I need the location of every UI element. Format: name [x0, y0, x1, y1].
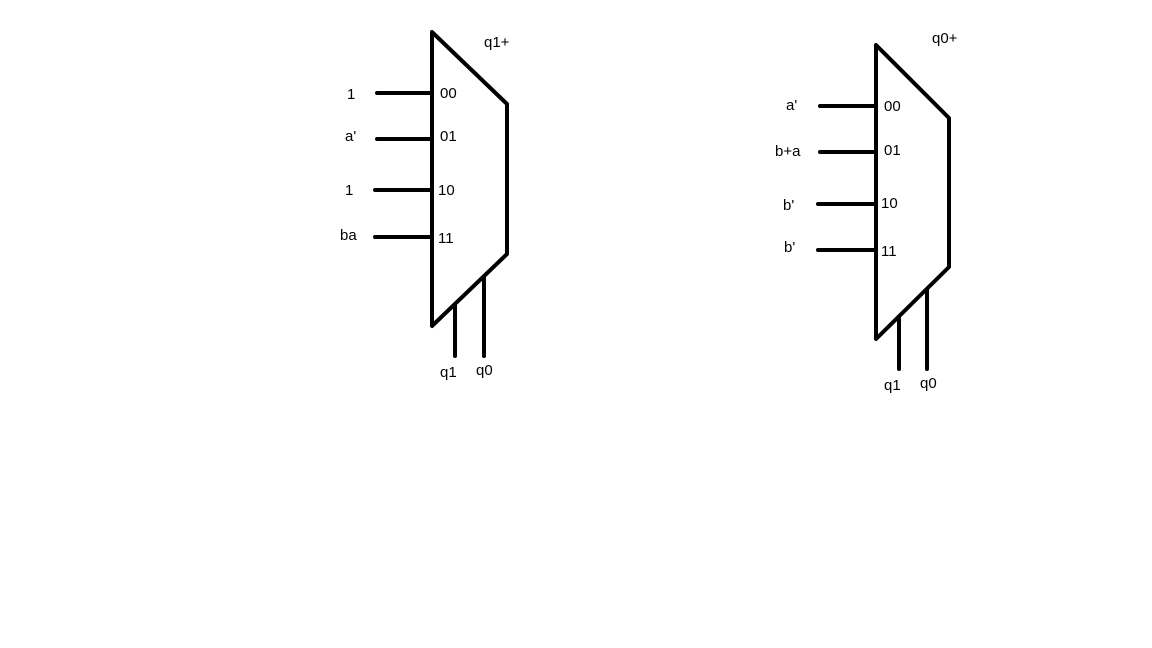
mux-q0-plus-select-label-q0: q0 [920, 375, 937, 392]
mux-q0-plus-input-signal-01: b+a [775, 143, 801, 160]
mux-q1-plus: q1+ 1 a' 1 ba 00 01 10 11 q1 q0 [340, 30, 510, 381]
mux-q1-plus-select-code-10: 10 [438, 182, 455, 199]
mux-q0-plus-select-label-q1: q1 [884, 377, 901, 394]
mux-q1-plus-select-label-q1: q1 [440, 364, 457, 381]
mux-q1-plus-input-signal-00: 1 [347, 86, 355, 103]
mux-q0-plus-select-code-10: 10 [881, 195, 898, 212]
mux-q1-plus-input-signal-11: ba [340, 227, 357, 244]
mux-q1-plus-select-code-01: 01 [440, 128, 457, 145]
mux-q0-plus-select-code-01: 01 [884, 142, 901, 159]
mux-q0-plus-output-label: q0+ [932, 30, 958, 47]
mux-q0-plus-select-code-00: 00 [884, 98, 901, 115]
mux-q1-plus-input-signal-01: a' [345, 128, 356, 145]
mux-q1-plus-select-code-11: 11 [438, 230, 454, 247]
mux-q1-plus-body [430, 30, 509, 328]
mux-q0-plus-input-signal-10: b' [783, 197, 794, 214]
mux-q0-plus-input-signal-11: b' [784, 239, 795, 256]
mux-q1-plus-input-signal-10: 1 [345, 182, 353, 199]
mux-q0-plus-body [874, 43, 951, 341]
mux-q0-plus-input-signal-00: a' [786, 97, 797, 114]
mux-q0-plus: q0+ a' b+a b' b' 00 01 10 11 q1 q0 [775, 30, 958, 394]
mux-q1-plus-select-code-00: 00 [440, 85, 457, 102]
mux-q1-plus-select-label-q0: q0 [476, 362, 493, 379]
mux-q0-plus-select-code-11: 11 [881, 243, 897, 260]
mux-q1-plus-output-label: q1+ [484, 34, 510, 51]
